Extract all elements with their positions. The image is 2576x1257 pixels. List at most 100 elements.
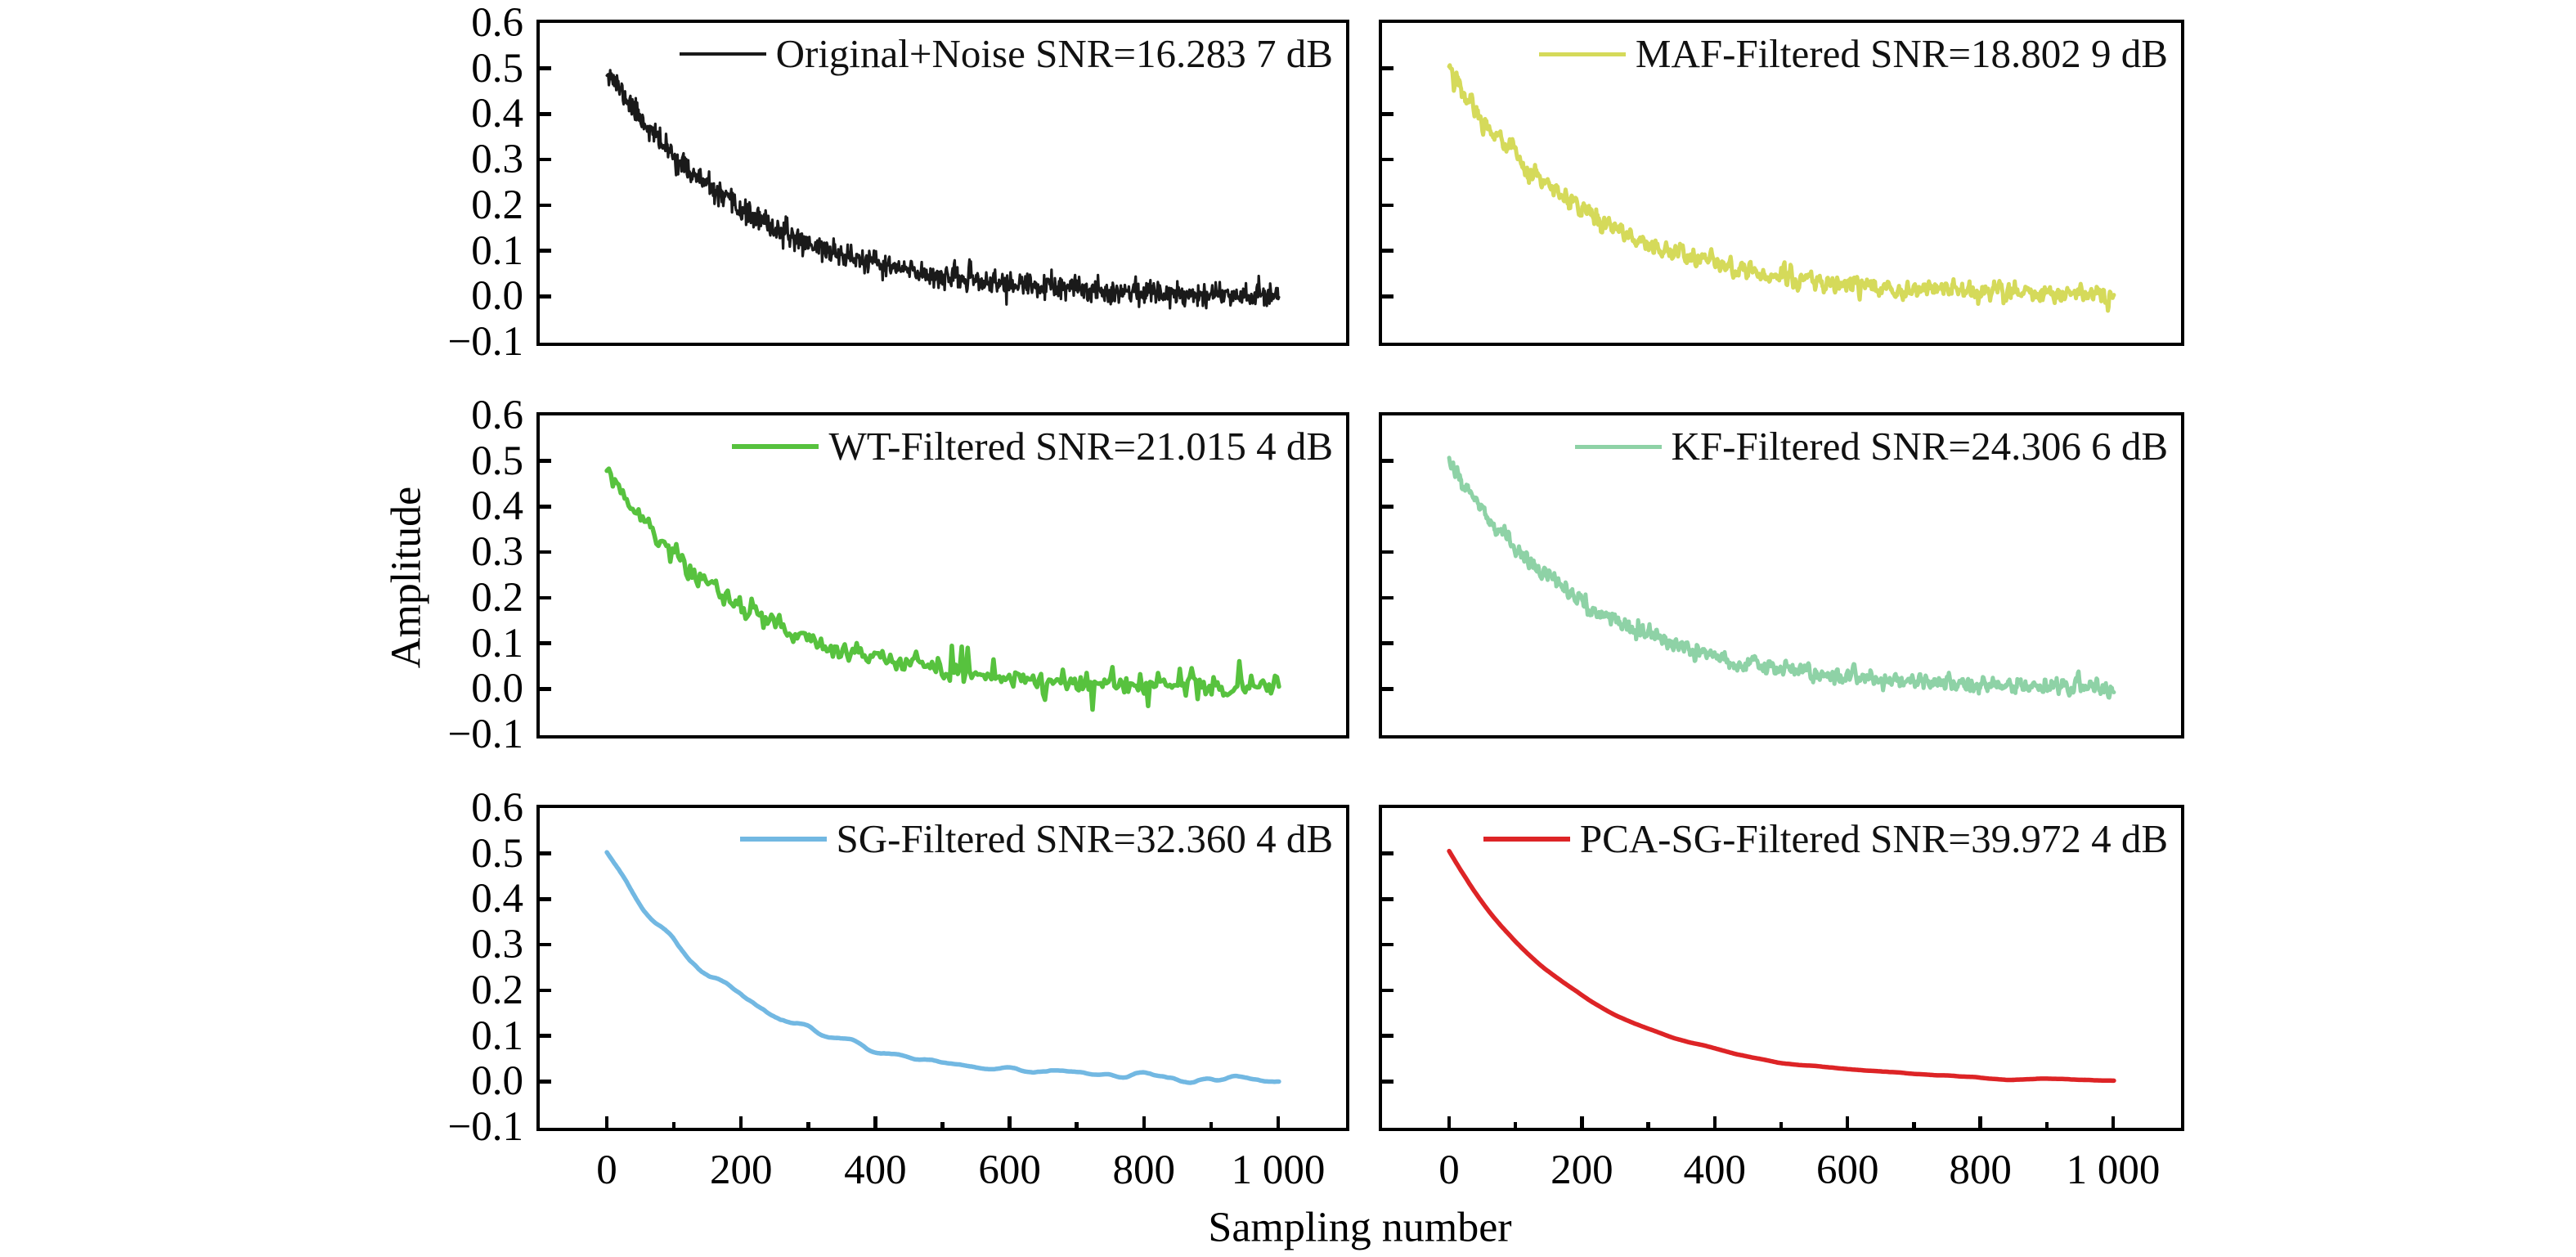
y-tick-mark — [1382, 505, 1393, 509]
plot-maf-filtered: MAF-Filtered SNR=18.802 9 dB — [1379, 20, 2184, 346]
y-tick-label: 0.0 — [471, 1058, 523, 1105]
plot-sg-filtered: 0.6 0.5 0.4 0.3 0.2 0.1 0.0 −0.1 0 200 400 600 800 1 … — [447, 785, 1349, 1193]
x-tick-label: 600 — [978, 1147, 1041, 1193]
y-tick-label: 0.2 — [471, 182, 523, 228]
legend-kf-filtered: KF-Filtered SNR=24.306 6 dB — [1574, 424, 2169, 469]
y-tick-mark — [1382, 988, 1393, 993]
legend-pca-sg-filtered: PCA-SG-Filtered SNR=39.972 4 dB — [1483, 816, 2168, 862]
y-tick-mark — [540, 1034, 551, 1038]
y-tick-label: 0.0 — [471, 666, 523, 712]
y-tick-label: 0.3 — [471, 922, 523, 968]
y-tick-mark — [1382, 897, 1393, 901]
y-tick-label: −0.1 — [447, 1104, 523, 1150]
x-tick-mark — [1008, 1116, 1012, 1128]
y-tick-label: 0.1 — [471, 227, 523, 274]
x-tick-label: 200 — [709, 1147, 773, 1193]
curve-maf-filtered — [1447, 63, 2116, 313]
y-tick-mark — [540, 66, 551, 70]
legend-original-noise: Original+Noise SNR=16.283 7 dB — [679, 31, 1333, 77]
x-tick-label: 800 — [1112, 1147, 1176, 1193]
legend-wt-filtered: WT-Filtered SNR=21.015 4 dB — [732, 424, 1333, 469]
y-tick-mark — [1382, 550, 1393, 554]
y-tick-label: 0.4 — [471, 91, 523, 137]
y-tick-label: 0.1 — [471, 1012, 523, 1059]
x-minor-tick-mark — [1209, 1122, 1214, 1128]
y-tick-mark — [540, 249, 551, 253]
x-tick-label: 1 000 — [1231, 1147, 1326, 1193]
plot-kf-filtered: KF-Filtered SNR=24.306 6 dB — [1379, 412, 2184, 738]
y-tick-label: 0.4 — [471, 876, 523, 923]
y-tick-label: 0.3 — [471, 137, 523, 183]
x-tick-label: 400 — [1683, 1147, 1747, 1193]
y-tick-mark — [1382, 687, 1393, 691]
legend-sg-filtered: SG-Filtered SNR=32.360 4 dB — [739, 816, 1333, 862]
y-tick-mark — [540, 988, 551, 993]
y-tick-label: 0.6 — [471, 0, 523, 46]
y-tick-mark — [540, 897, 551, 901]
y-tick-mark — [540, 851, 551, 855]
plot-original-noise: 0.6 0.5 0.4 0.3 0.2 0.1 0.0 −0.1 Original+Noise … — [447, 0, 1349, 365]
x-minor-tick-mark — [2044, 1122, 2049, 1128]
legend-label: KF-Filtered SNR=24.306 6 dB — [1671, 424, 2169, 469]
x-tick-label: 1 000 — [2066, 1147, 2161, 1193]
x-minor-tick-mark — [1075, 1122, 1079, 1128]
x-tick-label: 200 — [1551, 1147, 1613, 1193]
x-tick-mark — [1276, 1116, 1281, 1128]
legend-label: Original+Noise SNR=16.283 7 dB — [775, 31, 1333, 76]
x-tick-mark — [1845, 1116, 1850, 1128]
legend-line-sample — [739, 837, 827, 842]
x-tick-mark — [738, 1116, 743, 1128]
y-tick-label: −0.1 — [447, 319, 523, 365]
y-tick-mark — [540, 550, 551, 554]
y-tick-mark — [1382, 1080, 1393, 1084]
y-tick-mark — [1382, 157, 1393, 162]
y-tick-mark — [1382, 112, 1393, 116]
x-tick-mark — [1580, 1116, 1584, 1128]
legend-line-sample — [1574, 444, 1662, 449]
x-minor-tick-mark — [1912, 1122, 1916, 1128]
curve-wt-filtered — [604, 466, 1281, 712]
y-tick-mark — [540, 595, 551, 600]
x-tick-mark — [604, 1116, 609, 1128]
x-minor-tick-mark — [806, 1122, 810, 1128]
y-tick-mark — [1382, 942, 1393, 947]
y-tick-mark — [540, 294, 551, 299]
x-tick-mark — [1447, 1116, 1452, 1128]
plot-pca-sg-filtered: 0 200 400 600 800 1 000 PCA-SG-Filtered SNR=39… — [1379, 805, 2184, 1193]
x-tick-label: 0 — [596, 1147, 617, 1193]
curve-sg-filtered — [604, 850, 1281, 1085]
curve-kf-filtered — [1447, 456, 2116, 700]
y-tick-mark — [1382, 459, 1393, 463]
y-tick-mark — [540, 459, 551, 463]
y-tick-label: 0.5 — [471, 438, 523, 484]
y-tick-mark — [540, 687, 551, 691]
y-tick-mark — [1382, 249, 1393, 253]
x-minor-tick-mark — [940, 1122, 945, 1128]
y-tick-label: 0.4 — [471, 483, 523, 530]
legend-line-sample — [679, 52, 766, 56]
x-tick-label: 400 — [844, 1147, 907, 1193]
x-minor-tick-mark — [671, 1122, 676, 1128]
x-minor-tick-mark — [1646, 1122, 1650, 1128]
y-tick-mark — [540, 112, 551, 116]
x-tick-label: 600 — [1815, 1147, 1879, 1193]
y-tick-mark — [540, 641, 551, 645]
y-tick-mark — [540, 1080, 551, 1084]
y-tick-mark — [1382, 1034, 1393, 1038]
y-tick-mark — [540, 203, 551, 208]
x-tick-label: 800 — [1949, 1147, 2012, 1193]
y-tick-label: 0.5 — [471, 45, 523, 92]
legend-label: WT-Filtered SNR=21.015 4 dB — [828, 424, 1333, 469]
x-tick-mark — [2111, 1116, 2116, 1128]
legend-line-sample — [1538, 52, 1626, 56]
x-axis-label: Sampling number — [1208, 1204, 1512, 1251]
legend-label: PCA-SG-Filtered SNR=39.972 4 dB — [1579, 816, 2168, 861]
y-tick-label: −0.1 — [447, 712, 523, 757]
x-tick-mark — [1142, 1116, 1147, 1128]
y-tick-mark — [540, 157, 551, 162]
y-tick-mark — [1382, 294, 1393, 299]
x-minor-tick-mark — [1513, 1122, 1518, 1128]
legend-label: MAF-Filtered SNR=18.802 9 dB — [1635, 31, 2168, 76]
x-tick-label: 0 — [1438, 1147, 1460, 1193]
